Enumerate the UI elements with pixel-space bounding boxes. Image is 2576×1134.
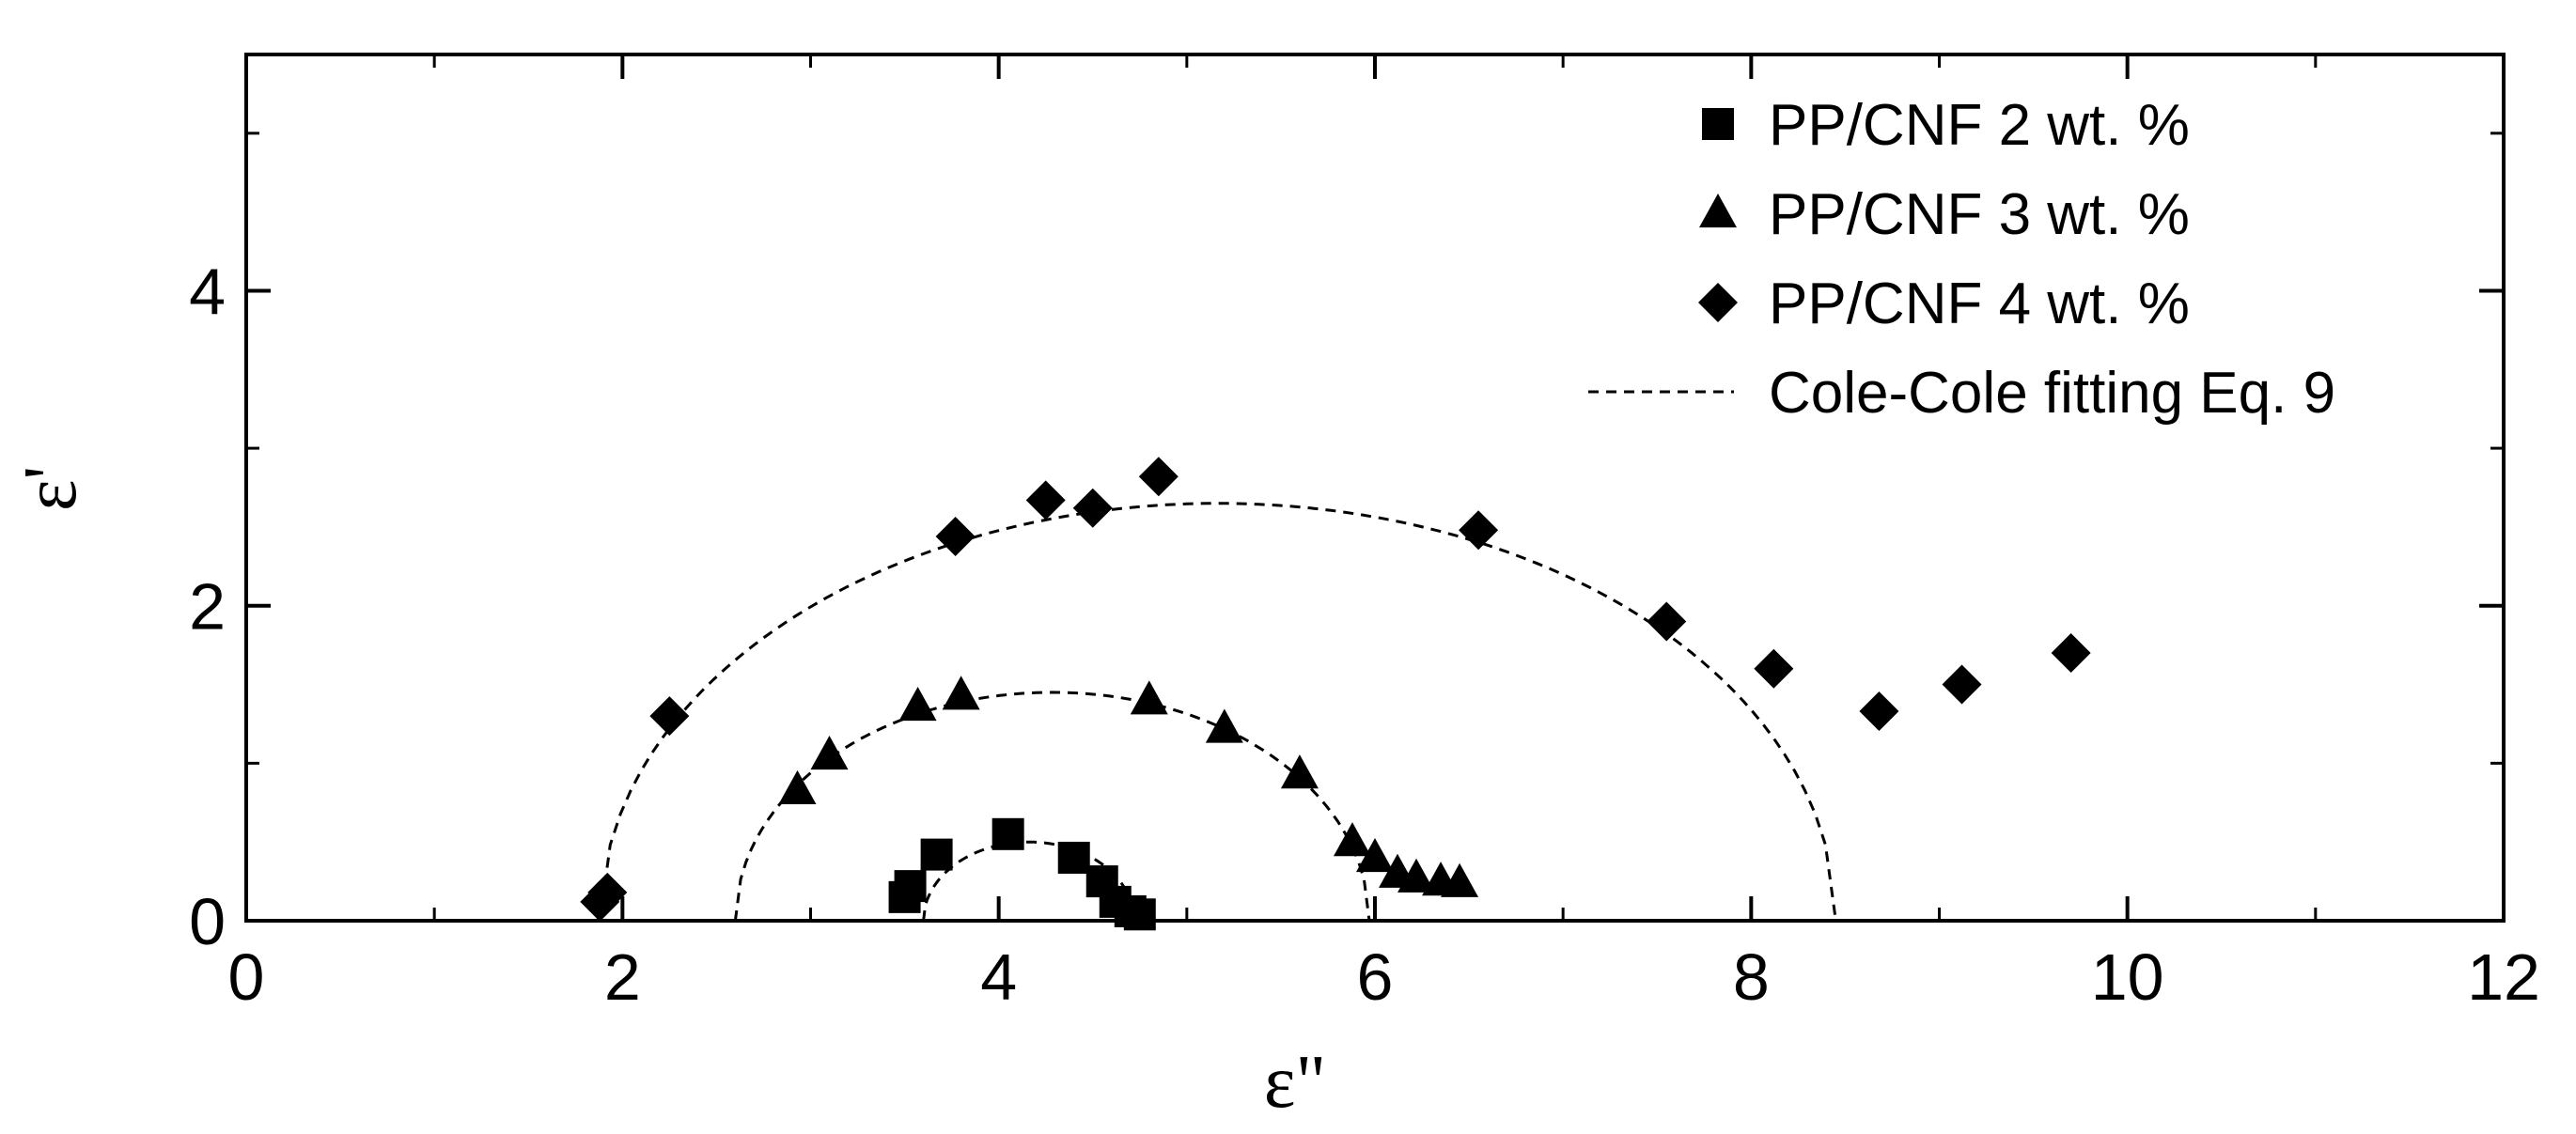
triangle-data-point [1441, 862, 1479, 897]
diamond-data-point [1859, 691, 1899, 732]
diamond-data-point [587, 872, 628, 912]
square-data-point [1057, 841, 1090, 874]
triangle-data-point [1130, 680, 1168, 715]
cole-cole-fit-arc [598, 502, 1837, 922]
diamond-data-point [1754, 648, 1794, 689]
x-tick-label: 4 [980, 940, 1017, 1014]
diamond-data-point [1025, 480, 1066, 520]
square-data-point [920, 838, 953, 871]
triangle-data-point [942, 676, 980, 710]
triangle-data-point [1280, 754, 1319, 789]
y-tick-label: 4 [189, 255, 226, 328]
y-tick-label: 2 [189, 570, 226, 644]
triangle-data-point [1356, 837, 1394, 873]
y-axis-title: ε' [9, 466, 92, 511]
diamond-data-point [1072, 488, 1113, 528]
diamond-data-point [935, 516, 976, 556]
legend: PP/CNF 2 wt. % PP/CNF 3 wt. % PP/CNF 4 wt.… [1588, 93, 2335, 426]
legend-diamond-marker [1698, 283, 1738, 322]
square-data-point [991, 817, 1024, 850]
triangle-data-point [1397, 858, 1436, 893]
legend-label: Cole-Cole fitting Eq. 9 [1769, 361, 2335, 426]
cole-cole-fit-arc [733, 691, 1371, 922]
triangle-data-point [810, 735, 849, 770]
axes: 0 2 4 6 8 10 12 0 2 4 [189, 53, 2540, 1014]
diamond-data-point [1138, 457, 1179, 497]
triangle-data-point [1333, 822, 1371, 857]
diamond-data-point [2051, 633, 2091, 674]
legend-label: PP/CNF 4 wt. % [1769, 272, 2190, 336]
data-points [580, 457, 2091, 931]
legend-label: PP/CNF 3 wt. % [1769, 182, 2190, 247]
x-tick-label: 2 [604, 940, 641, 1014]
legend-label: PP/CNF 2 wt. % [1769, 93, 2190, 158]
legend-triangle-marker [1699, 194, 1737, 228]
y-tick-label: 0 [189, 885, 226, 958]
triangle-data-point [898, 687, 937, 722]
square-data-point [894, 870, 927, 903]
triangle-data-point [1205, 708, 1243, 743]
x-tick-label: 6 [1357, 940, 1394, 1014]
cole-cole-fit-arc [922, 840, 1136, 922]
x-tick-label: 10 [2091, 940, 2164, 1014]
diamond-data-point [649, 696, 690, 737]
x-tick-label: 12 [2467, 940, 2540, 1014]
triangle-data-point [778, 769, 817, 804]
square-data-point [1123, 898, 1156, 931]
diamond-data-point [1459, 510, 1499, 551]
x-tick-label: 0 [228, 940, 265, 1014]
x-axis-title: ε" [1264, 1041, 1326, 1124]
x-tick-label: 8 [1733, 940, 1770, 1014]
fit-curves [598, 502, 1837, 922]
diamond-data-point [1942, 664, 1982, 705]
diamond-data-point [1647, 601, 1687, 642]
legend-square-marker [1702, 108, 1734, 140]
